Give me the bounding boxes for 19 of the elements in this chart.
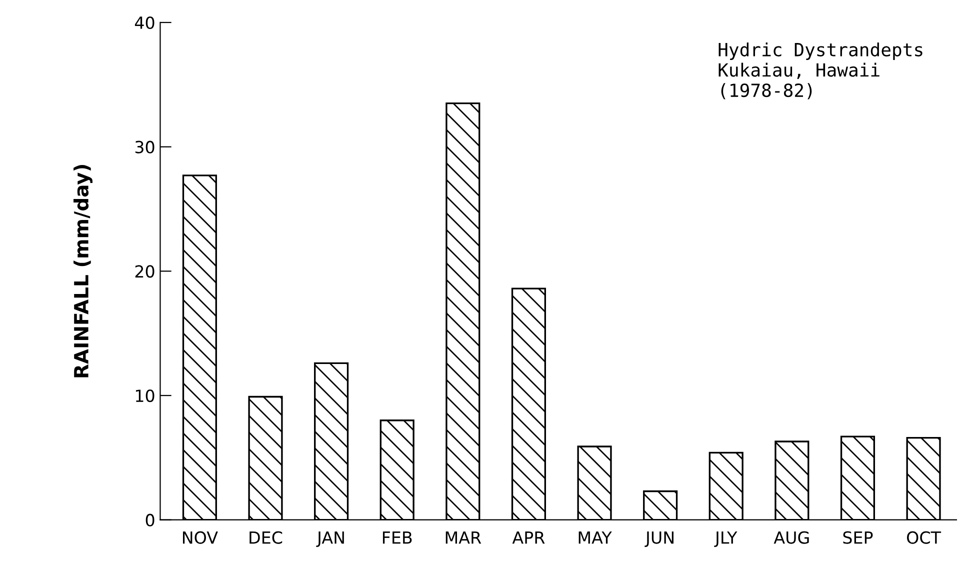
x-tick-label: MAY bbox=[578, 531, 612, 544]
x-tick-label: JLY bbox=[714, 531, 738, 547]
x-tick-label: OCT bbox=[907, 531, 942, 544]
x-tick-label: APR bbox=[512, 531, 545, 544]
y-axis-title: RAINFALL (mm/day) bbox=[74, 164, 92, 378]
x-tick-label: JAN bbox=[316, 531, 344, 547]
y-tick-label: 20 bbox=[135, 265, 154, 278]
y-tick-label: 0 bbox=[146, 514, 154, 526]
x-tick-label: JUN bbox=[644, 531, 674, 547]
x-tick-label: SEP bbox=[843, 531, 873, 544]
x-tick-label: AUG bbox=[774, 531, 809, 544]
y-tick-label: 30 bbox=[135, 140, 154, 154]
y-tick-label: 10 bbox=[136, 389, 154, 402]
x-tick-label: NOV bbox=[182, 531, 218, 544]
x-tick-label: MAR bbox=[446, 531, 482, 544]
x-tick-label: FEB bbox=[382, 531, 412, 544]
annotation: Hydric Dystrandepts Kukaiau, Hawaii (1978-82) bbox=[718, 42, 922, 100]
x-tick-label: DEC bbox=[250, 531, 282, 544]
y-tick-label: 40 bbox=[134, 16, 154, 30]
